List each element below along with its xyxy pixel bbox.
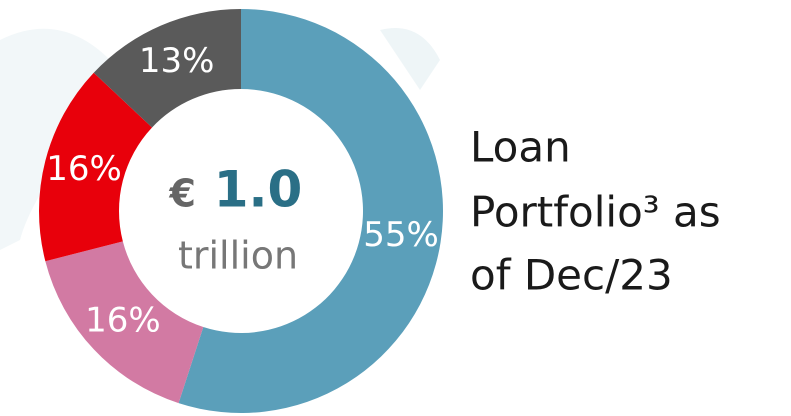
center-unit: trillion	[178, 234, 298, 278]
donut-segment	[178, 9, 444, 414]
donut-segment	[39, 72, 153, 262]
title-line: of Dec/23	[470, 251, 673, 300]
center-amount: 1.0	[214, 161, 303, 219]
center-currency: €	[169, 172, 196, 216]
segment-label: 16%	[85, 300, 161, 340]
background-map	[380, 28, 440, 90]
title-line: Portfolio³ as	[470, 188, 721, 237]
segment-label: 16%	[46, 149, 122, 189]
title-line: Loan	[470, 123, 571, 172]
segment-label: 55%	[363, 215, 439, 255]
segment-label: 13%	[139, 41, 215, 81]
donut-segment	[93, 9, 241, 128]
donut-segment	[45, 241, 204, 404]
donut	[39, 9, 444, 414]
